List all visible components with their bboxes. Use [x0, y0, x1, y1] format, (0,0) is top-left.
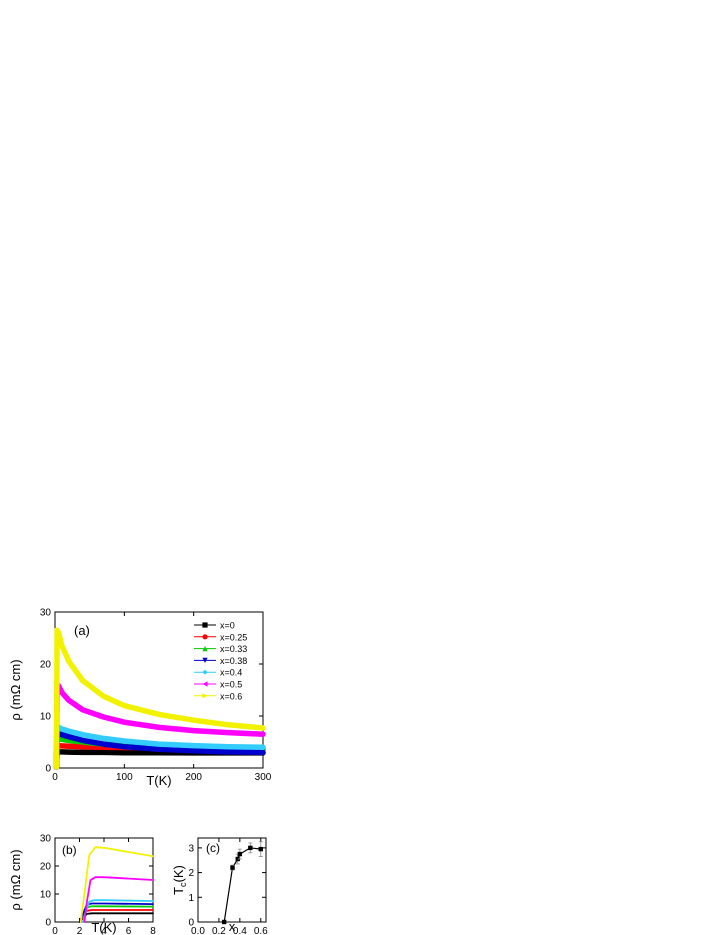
y-tick-label: 30 — [40, 608, 52, 619]
x-tick-label: 200 — [185, 772, 202, 783]
legend-marker — [202, 646, 208, 652]
panel-c-y-axis-label-sub: c — [178, 882, 188, 887]
y-tick-label: 1 — [188, 893, 194, 904]
panel-a-series — [53, 627, 266, 770]
legend-marker — [202, 657, 208, 663]
panel-c-x-axis-label: x — [229, 919, 236, 934]
panel-b: 0 2 4 6 8 0 10 20 30 (b) T(K) ρ (mΩ cm) — [8, 834, 156, 935]
x-tick-label: 0.4 — [233, 926, 247, 935]
y-tick-label: 10 — [40, 712, 52, 723]
panel-b-label: (b) — [62, 843, 77, 857]
x-tick-label: 0.0 — [191, 926, 205, 935]
panel-a-legend: x=0x=0.25 x=0.33 x=0.38 x=0.4 x=0.5x=0.6 — [194, 621, 247, 701]
x-tick-label: 100 — [116, 772, 133, 783]
x-tick-label: 6 — [126, 926, 132, 935]
panel-a-y-axis-label: ρ (mΩ cm) — [8, 659, 23, 720]
data-point — [248, 845, 253, 851]
x-tick-label: 0.2 — [212, 926, 226, 935]
x-tick-label: 0 — [52, 926, 58, 935]
legend-entry: x=0.38 — [220, 656, 247, 666]
x-tick-label: 8 — [150, 926, 156, 935]
series-line — [79, 846, 154, 923]
panel-b-y-axis-label: ρ (mΩ cm) — [8, 849, 23, 910]
x-tick-label: 2 — [77, 926, 83, 935]
panel-c-y-axis-label-main: T — [171, 887, 186, 895]
panel-b-x-axis-label: T(K) — [91, 920, 116, 935]
panel-c-y-axis-label: Tc(K) — [171, 865, 188, 895]
x-tick-label: 300 — [255, 772, 272, 783]
series-line — [223, 847, 262, 923]
y-tick-label: 0 — [188, 918, 194, 929]
x-tick-label: 4 — [101, 926, 107, 935]
legend-entry: x=0.33 — [220, 644, 247, 654]
panel-a: 0 100 200 300 0 10 20 30 (a) T(K) ρ (mΩ cm) x=0… — [8, 608, 272, 789]
legend-entry: x=0.5 — [220, 680, 242, 690]
legend-entry: x=0.4 — [220, 668, 242, 678]
panel-a-x-axis-label: T(K) — [146, 773, 171, 788]
x-tick-label: 0.6 — [254, 926, 268, 935]
y-tick-label: 3 — [188, 843, 194, 854]
data-point — [230, 865, 235, 870]
legend-entry: x=0.25 — [220, 632, 247, 642]
data-point — [221, 919, 227, 925]
y-tick-label: 2 — [188, 868, 194, 879]
panel-c: 0.0 0.2 0.4 0.6 0 1 2 3 (c) x Tc(K) — [171, 837, 268, 935]
legend-marker — [202, 693, 208, 699]
y-tick-label: 10 — [40, 890, 52, 901]
data-point — [235, 856, 240, 862]
panel-b-series — [78, 846, 154, 923]
legend-marker — [202, 634, 208, 640]
legend-entry: x=0 — [220, 621, 235, 631]
x-tick-label: 0 — [52, 772, 58, 783]
data-point — [237, 851, 243, 857]
legend-entry: x=0.6 — [220, 691, 242, 701]
legend-marker — [202, 622, 208, 628]
y-tick-label: 30 — [40, 834, 52, 845]
y-tick-label: 0 — [45, 764, 51, 775]
legend-marker — [202, 681, 208, 687]
panel-c-series — [221, 841, 263, 925]
series-line — [53, 627, 266, 770]
y-tick-label: 20 — [40, 660, 52, 671]
data-point — [54, 627, 60, 633]
panel-a-label: (a) — [74, 623, 90, 638]
panel-c-frame — [197, 837, 267, 923]
panel-b-ticks: 0 2 4 6 8 0 10 20 30 — [40, 834, 156, 935]
data-point — [258, 846, 263, 852]
y-tick-label: 0 — [45, 918, 51, 929]
panel-c-ticks: 0.0 0.2 0.4 0.6 0 1 2 3 — [188, 838, 268, 935]
panel-c-label: (c) — [206, 841, 220, 855]
panel-c-y-axis-label-tail: (K) — [171, 865, 186, 882]
series-line — [83, 876, 154, 923]
y-tick-label: 20 — [40, 862, 52, 873]
legend-marker — [202, 669, 208, 675]
